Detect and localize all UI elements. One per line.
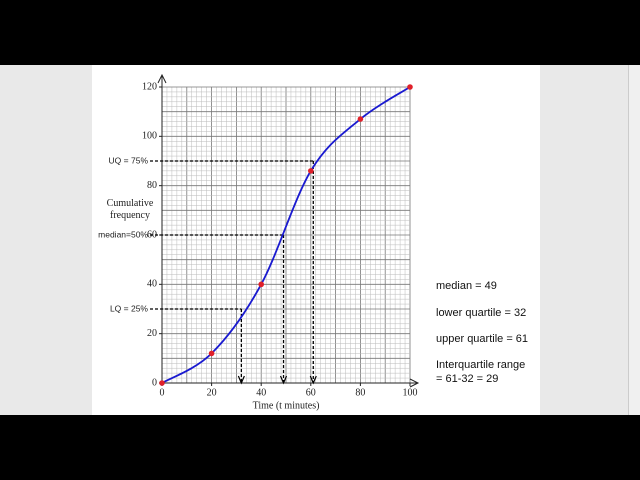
y-axis-label: Cumulative frequency (106, 198, 154, 221)
note: = 61-32 = 29 (436, 373, 499, 385)
guide-arrow (309, 375, 317, 385)
x-tick-label: 60 (306, 387, 316, 398)
data-point (308, 168, 314, 174)
data-point (208, 350, 215, 357)
x-axis-label: Time (t minutes) (253, 400, 320, 411)
guide-arrow (237, 375, 245, 385)
scrollbar[interactable] (628, 65, 640, 415)
x-tick-label: 20 (207, 387, 217, 398)
data-point (159, 380, 165, 386)
x-tick-label: 0 (160, 387, 165, 398)
data-point (258, 281, 265, 288)
quartile-label: median=50% (98, 229, 148, 239)
note: upper quartile = 61 (436, 333, 529, 345)
y-tick-label: 20 (147, 328, 157, 339)
data-point (407, 84, 413, 90)
x-tick-label: 40 (256, 387, 266, 398)
note: lower quartile = 32 (436, 307, 527, 319)
y-tick-label: 80 (147, 180, 157, 191)
y-tick-label: 120 (142, 81, 157, 92)
data-point (357, 116, 364, 122)
x-tick-label: 80 (355, 387, 365, 398)
quartile-label: LQ = 25% (110, 303, 148, 313)
y-tick-label: 40 (147, 279, 157, 290)
note: Interquartile range (436, 359, 526, 371)
y-tick-label: 0 (152, 377, 157, 388)
guide-arrow (279, 375, 288, 385)
quartile-label: UQ = 75% (109, 155, 149, 165)
y-tick-label: 100 (142, 131, 157, 142)
note: median = 49 (436, 280, 497, 292)
x-axis (162, 378, 420, 388)
y-axis (157, 73, 167, 383)
x-tick-label: 100 (403, 387, 418, 398)
